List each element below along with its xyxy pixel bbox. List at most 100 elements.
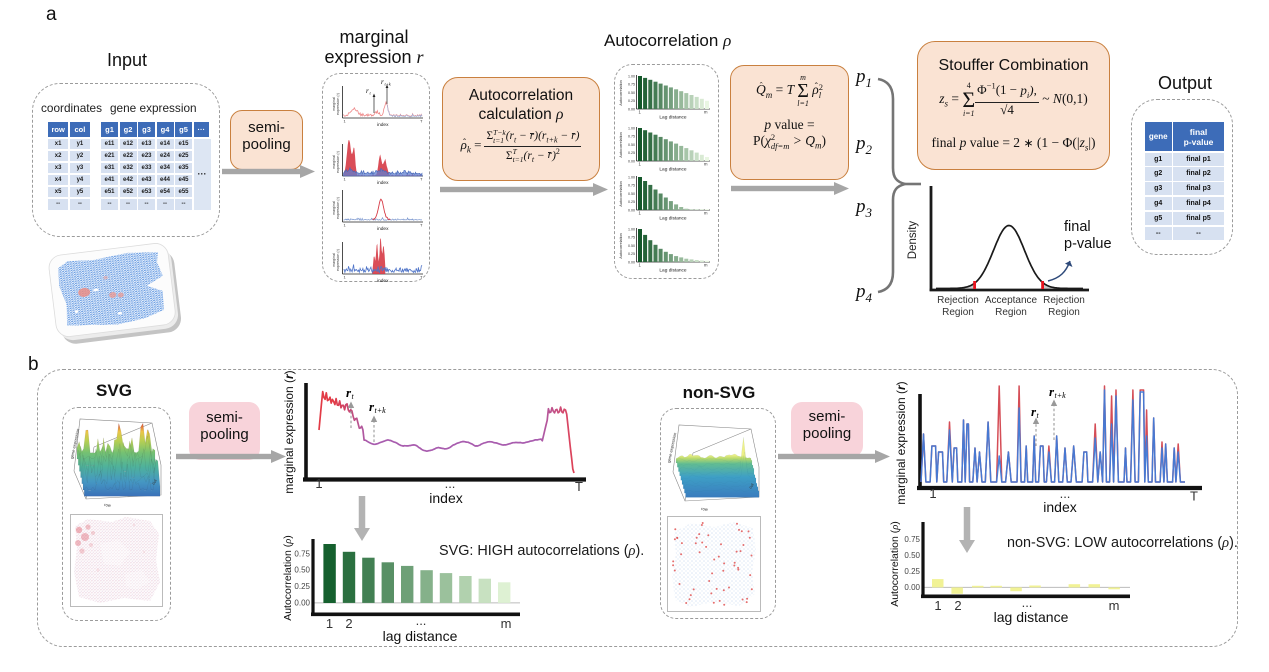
svg-text:...: ... xyxy=(1022,595,1033,610)
svg-text:col: col xyxy=(151,478,158,485)
svg-text:final: final xyxy=(1064,219,1091,235)
svg-text:r: r xyxy=(1049,384,1055,399)
svg-text:m: m xyxy=(704,110,708,115)
svg-text:0.00: 0.00 xyxy=(904,583,920,592)
svg-text:Autocorrelation: Autocorrelation xyxy=(619,132,623,158)
svg-text:0.00: 0.00 xyxy=(294,598,310,607)
svg-text:m: m xyxy=(1109,598,1120,613)
svg-text:1.00: 1.00 xyxy=(628,74,635,78)
svg-text:p-value: p-value xyxy=(1064,236,1112,252)
svg-text:gene expression: gene expression xyxy=(666,431,677,463)
svg-text:t+k: t+k xyxy=(1055,391,1067,400)
svg-text:0.75: 0.75 xyxy=(294,549,310,558)
svg-text:Region: Region xyxy=(1048,307,1080,318)
svg-text:1.00: 1.00 xyxy=(628,227,635,231)
svg-text:marginal expression (r): marginal expression (r) xyxy=(282,370,296,493)
svg-text:0.75: 0.75 xyxy=(628,236,635,240)
svg-text:T: T xyxy=(1190,489,1198,504)
svg-text:0.25: 0.25 xyxy=(628,200,635,204)
svg-text:0.50: 0.50 xyxy=(904,551,920,560)
svg-text:Lag distance: Lag distance xyxy=(659,268,687,274)
svg-text:lag distance: lag distance xyxy=(994,609,1069,625)
svg-text:1: 1 xyxy=(639,211,642,216)
svg-text:index: index xyxy=(377,122,389,128)
svg-text:t+k: t+k xyxy=(385,82,392,87)
svg-text:1.00: 1.00 xyxy=(628,175,635,179)
svg-text:1: 1 xyxy=(315,476,322,491)
svg-text:m: m xyxy=(704,211,708,216)
svg-text:Autocorrelation: Autocorrelation xyxy=(619,233,623,259)
svg-text:0.50: 0.50 xyxy=(628,244,635,248)
svg-text:row: row xyxy=(701,506,709,512)
svg-text:T: T xyxy=(575,479,583,494)
svg-text:m: m xyxy=(501,616,512,631)
svg-text:expression (r): expression (r) xyxy=(336,151,340,173)
svg-text:0.25: 0.25 xyxy=(628,151,635,155)
svg-text:1: 1 xyxy=(344,223,347,228)
svg-text:2: 2 xyxy=(345,616,352,631)
svg-text:T: T xyxy=(420,223,423,228)
svg-text:r: r xyxy=(381,78,384,86)
svg-text:1: 1 xyxy=(326,616,333,631)
svg-text:0.75: 0.75 xyxy=(628,135,635,139)
svg-text:lag distance: lag distance xyxy=(383,628,458,644)
svg-text:index: index xyxy=(377,226,389,232)
svg-text:index: index xyxy=(429,490,462,506)
svg-text:0.75: 0.75 xyxy=(904,535,920,544)
svg-text:Lag distance: Lag distance xyxy=(659,216,687,222)
svg-text:col: col xyxy=(748,482,755,489)
svg-text:t: t xyxy=(1037,411,1040,420)
svg-text:expression (r): expression (r) xyxy=(336,93,340,115)
svg-text:r: r xyxy=(346,385,352,400)
svg-text:marginal: marginal xyxy=(332,253,336,267)
svg-text:0.00: 0.00 xyxy=(628,107,635,111)
svg-text:Region: Region xyxy=(942,307,974,318)
svg-text:1: 1 xyxy=(344,119,347,124)
svg-text:Density: Density xyxy=(907,221,919,260)
svg-text:1.00: 1.00 xyxy=(628,126,635,130)
svg-text:expression (r): expression (r) xyxy=(336,249,340,271)
svg-text:gene expression: gene expression xyxy=(69,427,80,459)
svg-text:index: index xyxy=(1043,499,1076,515)
svg-text:t: t xyxy=(352,392,355,401)
svg-text:0.25: 0.25 xyxy=(294,582,310,591)
svg-text:Rejection: Rejection xyxy=(1043,295,1085,306)
svg-text:0.25: 0.25 xyxy=(904,567,920,576)
svg-text:expression (r): expression (r) xyxy=(336,197,340,219)
svg-text:Acceptance: Acceptance xyxy=(985,295,1038,306)
svg-text:Autocorrelation: Autocorrelation xyxy=(619,181,623,207)
svg-text:...: ... xyxy=(416,613,427,628)
svg-text:index: index xyxy=(377,278,389,284)
svg-text:Autocorrelation (ρ): Autocorrelation (ρ) xyxy=(889,521,901,607)
svg-text:t+k: t+k xyxy=(375,406,387,415)
svg-text:0.00: 0.00 xyxy=(628,159,635,163)
svg-text:0.00: 0.00 xyxy=(628,260,635,264)
svg-text:0.50: 0.50 xyxy=(294,566,310,575)
svg-text:Lag distance: Lag distance xyxy=(659,167,687,173)
svg-text:Rejection: Rejection xyxy=(937,295,979,306)
svg-text:index: index xyxy=(377,180,389,186)
svg-text:Autocorrelation (ρ): Autocorrelation (ρ) xyxy=(282,535,294,621)
svg-text:m: m xyxy=(704,162,708,167)
svg-text:0.25: 0.25 xyxy=(628,252,635,256)
svg-text:0.75: 0.75 xyxy=(628,184,635,188)
svg-text:0.00: 0.00 xyxy=(628,208,635,212)
svg-text:marginal expression (r): marginal expression (r) xyxy=(894,381,908,504)
svg-text:r: r xyxy=(369,399,375,414)
svg-text:1: 1 xyxy=(639,110,642,115)
svg-text:Region: Region xyxy=(995,307,1027,318)
svg-text:1: 1 xyxy=(639,162,642,167)
svg-text:T: T xyxy=(420,119,423,124)
svg-text:0.50: 0.50 xyxy=(628,192,635,196)
svg-text:...: ... xyxy=(445,476,456,491)
svg-text:t: t xyxy=(370,91,372,96)
svg-text:0.50: 0.50 xyxy=(628,143,635,147)
svg-text:0.75: 0.75 xyxy=(628,83,635,87)
svg-text:Lag distance: Lag distance xyxy=(659,115,687,121)
svg-text:0.25: 0.25 xyxy=(628,99,635,103)
svg-text:1: 1 xyxy=(929,486,936,501)
svg-text:1: 1 xyxy=(639,263,642,268)
svg-text:1: 1 xyxy=(934,598,941,613)
svg-text:row: row xyxy=(104,502,112,508)
svg-text:r: r xyxy=(366,87,369,95)
